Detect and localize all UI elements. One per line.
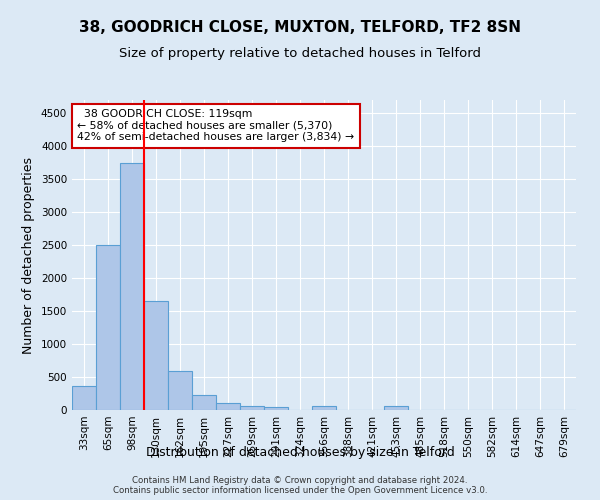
Bar xyxy=(144,301,168,410)
Bar xyxy=(312,406,336,410)
Y-axis label: Number of detached properties: Number of detached properties xyxy=(22,156,35,354)
Text: 38, GOODRICH CLOSE, MUXTON, TELFORD, TF2 8SN: 38, GOODRICH CLOSE, MUXTON, TELFORD, TF2… xyxy=(79,20,521,35)
Text: 38 GOODRICH CLOSE: 119sqm
← 58% of detached houses are smaller (5,370)
42% of se: 38 GOODRICH CLOSE: 119sqm ← 58% of detac… xyxy=(77,110,354,142)
Bar xyxy=(120,162,144,410)
Text: Contains HM Land Registry data © Crown copyright and database right 2024.
Contai: Contains HM Land Registry data © Crown c… xyxy=(113,476,487,495)
Text: Size of property relative to detached houses in Telford: Size of property relative to detached ho… xyxy=(119,48,481,60)
Bar xyxy=(72,386,96,410)
Text: Distribution of detached houses by size in Telford: Distribution of detached houses by size … xyxy=(146,446,454,459)
Bar xyxy=(96,245,120,410)
Bar xyxy=(168,371,192,410)
Bar xyxy=(240,406,264,410)
Bar xyxy=(264,408,288,410)
Bar xyxy=(216,403,240,410)
Bar xyxy=(192,395,216,410)
Bar xyxy=(384,406,408,410)
